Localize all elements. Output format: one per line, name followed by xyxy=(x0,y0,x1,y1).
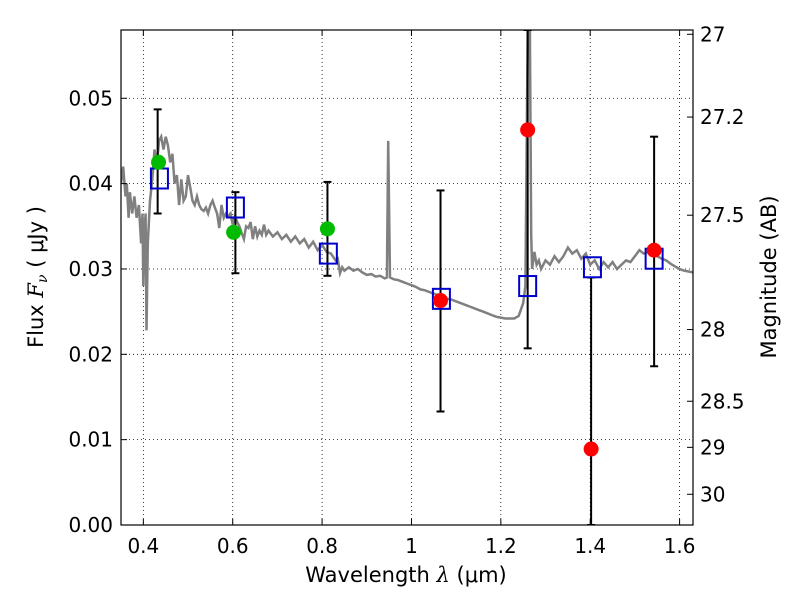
mag-tick-label-2: 27.5 xyxy=(700,203,745,227)
plot-frame xyxy=(120,29,694,526)
y-tick-label-2: 0.02 xyxy=(68,342,113,366)
x-tick-label-6: 1.6 xyxy=(664,534,696,558)
errorbar-5 xyxy=(587,276,596,525)
y-tick-label-0: 0.00 xyxy=(68,513,113,537)
detection-point-2 xyxy=(319,221,335,237)
plot-area xyxy=(121,30,693,525)
mag-tick-label-4: 28.5 xyxy=(700,389,745,413)
mag-tick-label-6: 30 xyxy=(700,482,725,506)
model-square-1 xyxy=(225,196,245,219)
mag-tick-label-1: 27.2 xyxy=(700,105,745,129)
x-tick-label-4: 1.2 xyxy=(485,534,517,558)
red-point-1 xyxy=(520,122,536,138)
detection-point-0 xyxy=(151,154,167,170)
y-tick-label-5: 0.05 xyxy=(68,86,113,110)
mag-tick-label-0: 27 xyxy=(700,22,725,46)
y-axis: 0.00 0.01 0.02 0.03 0.04 0.05 xyxy=(68,86,127,537)
y-axis-label: Flux Fν ( μJy ) xyxy=(24,206,51,348)
model-square-2 xyxy=(318,242,338,265)
y-tick-label-3: 0.03 xyxy=(68,257,113,281)
x-tick-label-3: 1 xyxy=(405,534,418,558)
mag-tick-label-5: 29 xyxy=(700,435,725,459)
x-tick-label-2: 0.8 xyxy=(306,534,338,558)
model-square-5 xyxy=(582,256,602,279)
x-axis-label: Wavelength λ (μm) xyxy=(305,563,506,587)
detection-point-1 xyxy=(226,224,242,240)
x-tick-label-0: 0.4 xyxy=(127,534,159,558)
x-tick-label-1: 0.6 xyxy=(217,534,249,558)
red-point-0 xyxy=(433,293,449,309)
model-square-4 xyxy=(518,275,538,298)
y-tick-label-4: 0.04 xyxy=(68,172,113,196)
x-tick-label-5: 1.4 xyxy=(574,534,606,558)
model-square-3 xyxy=(431,287,451,310)
magnitude-axis: 27 27.2 27.5 28 28.5 29 30 xyxy=(687,22,745,506)
red-point-3 xyxy=(646,242,662,258)
red-point-2 xyxy=(583,441,599,457)
mag-tick-label-3: 28 xyxy=(700,318,725,342)
y-tick-label-1: 0.01 xyxy=(68,428,113,452)
grid-lines xyxy=(121,30,693,526)
magnitude-axis-label: Magnitude (AB) xyxy=(757,195,781,358)
x-axis: 0.4 0.6 0.8 1 1.2 1.4 1.6 xyxy=(127,30,696,558)
spectrum-line xyxy=(121,30,693,331)
